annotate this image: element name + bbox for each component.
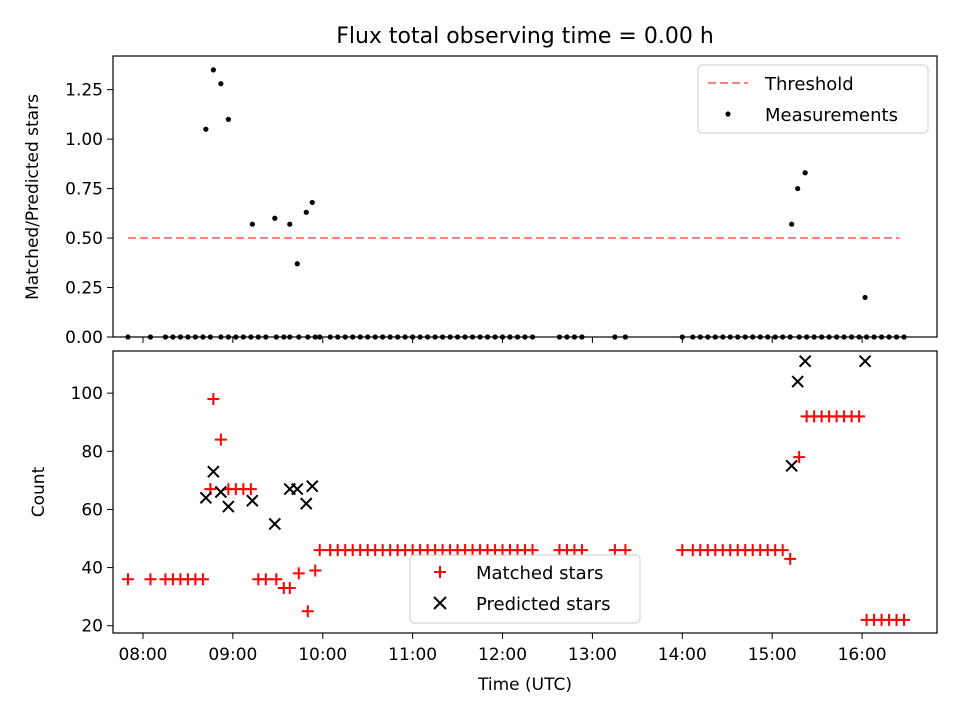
predicted-star-point [199,491,213,505]
matched-legend-swatch [434,566,446,578]
measurement-point [309,199,315,206]
predicted-star-point [785,459,798,473]
top-y-tick-label: 0.00 [65,328,103,348]
bottom-y-tick-label: 60 [81,500,103,520]
matched-star-point [575,544,588,557]
bottom-x-tick-label: 09:00 [208,645,257,665]
top-y-tick-label: 1.00 [65,130,103,150]
bottom-y-ticks: 20 40 60 80 100 [71,384,113,637]
top-y-ticks: 0.00 0.25 0.50 0.75 1.00 1.25 [65,81,113,348]
threshold-legend-label: Threshold [764,74,854,95]
measurement-point [203,126,209,132]
top-legend-box [697,64,929,134]
bottom-axes-frame [112,350,938,634]
matched-star-point [207,392,220,405]
matched-legend-label: Matched stars [476,563,603,584]
measurement-point [862,294,868,301]
predicted-star-point [306,479,319,493]
bottom-x-tick-label: 10:00 [298,645,347,665]
bottom-x-tick-label: 11:00 [388,645,437,665]
top-x-ticks [142,337,863,343]
measurements-legend-label: Measurements [765,105,898,126]
measurement-point [802,170,808,176]
matched-star-point [784,552,797,565]
matched-star-point [283,581,296,594]
predicted-legend-swatch [433,596,447,610]
matched-star-point [898,613,911,626]
predicted-legend-label: Predicted stars [476,594,610,615]
measurements-legend-swatch [725,111,731,117]
predicted-star-point [214,485,228,499]
bottom-legend-box [409,554,641,624]
measurement-point [294,261,300,267]
bottom-y-tick-label: 100 [71,384,103,404]
predicted-star-point [858,354,872,368]
matched-star-point [259,573,272,586]
top-legend: Threshold Measurements [697,64,929,134]
predicted-star-point [268,517,282,531]
matched-star-point [619,544,632,557]
measurement-point [225,116,231,122]
x-axis-label: Time (UTC) [477,675,572,695]
bottom-y-tick-label: 40 [81,559,103,579]
measurement-point [210,67,216,73]
top-axes-frame [112,55,938,338]
matched-star-point [196,573,209,586]
matched-star-point [121,573,134,586]
matched-star-point [676,544,689,557]
bottom-x-tick-label: 14:00 [658,645,707,665]
predicted-star-point [222,500,235,513]
measurement-point [249,221,255,227]
top-y-tick-label: 0.75 [65,180,103,200]
matched-star-point [793,451,806,464]
measurement-point [303,209,309,215]
measurement-point [795,185,801,192]
predicted-star-point [798,354,812,368]
bottom-x-tick-label: 08:00 [118,645,167,665]
matched-star-point [270,573,283,586]
bottom-x-tick-label: 16:00 [838,645,887,665]
top-y-tick-label: 0.50 [65,229,103,249]
matched-star-point [526,544,539,557]
matched-star-point [309,564,322,577]
bottom-y-axis-label: Count [29,466,49,517]
bottom-x-tick-label: 15:00 [748,645,797,665]
bottom-x-tick-label: 12:00 [478,645,527,665]
matched-star-point [292,567,305,580]
matched-star-point [776,544,789,557]
measurement-point [789,221,795,227]
bottom-y-tick-label: 80 [81,442,103,462]
predicted-star-point [207,465,220,478]
bottom-marks [121,354,911,626]
matched-star-point [144,573,157,586]
predicted-star-point [300,497,313,510]
predicted-star-point [291,482,304,496]
matched-star-point [244,483,257,496]
measurement-point [218,81,224,87]
matched-star-point [301,605,314,618]
top-y-tick-label: 1.25 [65,81,103,101]
matched-star-point [853,410,866,423]
matched-star-point [214,433,227,446]
matched-star-point [608,544,621,557]
matched-star-point [313,544,326,557]
bottom-y-tick-label: 20 [81,617,103,637]
bottom-panel: 20 40 60 80 100 08:00 09:00 10:00 11:00 12:00 13:… [29,350,938,695]
top-marks [125,67,907,340]
predicted-star-point [791,375,804,388]
measurement-point [272,215,278,221]
bottom-x-ticks: 08:00 09:00 10:00 11:00 12:00 13:00 14:00 15:00… [118,633,887,665]
top-panel: 0.00 0.25 0.50 0.75 1.00 1.25 Matched/Predict… [23,55,938,348]
bottom-x-tick-label: 13:00 [568,645,617,665]
bottom-legend: Matched stars Predicted stars [409,554,641,624]
figure-title: Flux total observing time = 0.00 h [336,24,714,49]
predicted-star-point [246,494,259,507]
top-y-axis-label: Matched/Predicted stars [23,94,43,300]
measurement-point [287,221,293,227]
top-y-tick-label: 0.25 [65,279,103,299]
